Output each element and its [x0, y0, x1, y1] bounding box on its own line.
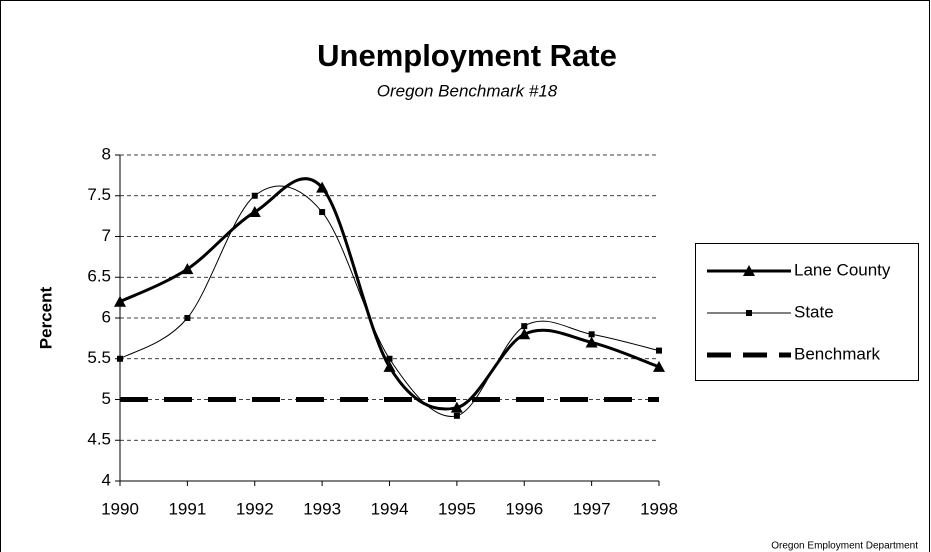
x-tick-label: 1992 — [236, 499, 274, 518]
marker-triangle — [114, 295, 126, 307]
y-tick-label: 5.5 — [87, 348, 111, 367]
chart-title: Unemployment Rate — [317, 38, 617, 73]
y-axis-label: Percent — [36, 286, 55, 349]
x-tick-label: 1996 — [505, 499, 543, 518]
y-tick-label: 6.5 — [87, 267, 111, 286]
y-tick-label: 8 — [102, 144, 111, 163]
x-tick-label: 1995 — [438, 499, 476, 518]
marker-triangle — [181, 263, 194, 275]
legend-label: State — [794, 302, 834, 321]
x-tick-label: 1998 — [640, 499, 678, 518]
marker-square — [184, 315, 191, 321]
marker-triangle — [743, 265, 755, 276]
series-line — [119, 177, 660, 411]
y-tick-label: 6 — [102, 307, 111, 326]
marker-triangle — [316, 181, 329, 193]
x-tick-label: 1991 — [168, 499, 206, 518]
x-tick-label: 1990 — [101, 499, 139, 518]
x-tick-label: 1993 — [303, 499, 341, 518]
marker-triangle — [653, 360, 665, 372]
y-tick-label: 4.5 — [87, 430, 111, 449]
x-tick-label: 1994 — [371, 499, 409, 518]
legend-label: Benchmark — [794, 344, 880, 363]
marker-square — [746, 310, 752, 316]
marker-triangle — [383, 360, 396, 372]
marker-square — [453, 412, 460, 419]
legend-box — [695, 243, 919, 381]
marker-triangle — [585, 336, 598, 348]
y-tick-label: 5 — [102, 389, 111, 408]
marker-square — [319, 209, 326, 216]
marker-square — [521, 323, 528, 330]
marker-square — [117, 355, 123, 362]
marker-triangle — [248, 206, 261, 218]
series-line — [119, 185, 660, 417]
y-tick-label: 7.5 — [87, 185, 111, 204]
marker-triangle — [518, 328, 531, 340]
chart-subtitle: Oregon Benchmark #18 — [377, 81, 558, 100]
marker-square — [588, 331, 595, 338]
source-note: Oregon Employment Department — [771, 541, 918, 552]
x-tick-label: 1997 — [573, 499, 611, 518]
marker-square — [656, 347, 662, 354]
legend-label: Lane County — [794, 260, 891, 279]
y-tick-label: 4 — [102, 470, 111, 489]
marker-square — [386, 355, 393, 362]
marker-square — [251, 192, 258, 199]
y-tick-label: 7 — [102, 226, 111, 245]
marker-triangle — [450, 401, 463, 413]
